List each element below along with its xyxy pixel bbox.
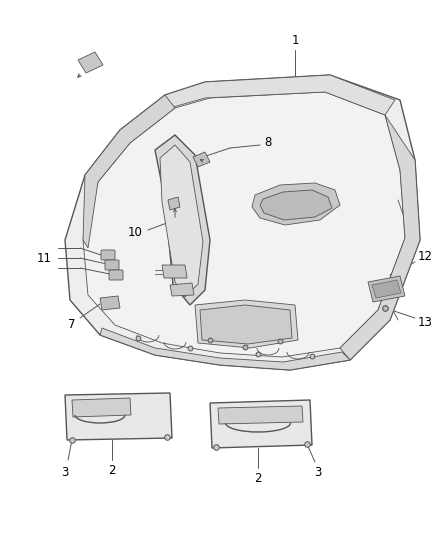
Polygon shape: [195, 300, 298, 348]
Polygon shape: [72, 398, 131, 417]
Text: 10: 10: [127, 225, 142, 238]
Polygon shape: [83, 92, 405, 357]
FancyBboxPatch shape: [101, 250, 115, 260]
Polygon shape: [65, 393, 172, 440]
Polygon shape: [260, 190, 332, 220]
Polygon shape: [160, 145, 203, 297]
Polygon shape: [100, 296, 120, 310]
Polygon shape: [83, 95, 175, 248]
Polygon shape: [100, 328, 350, 370]
Text: 13: 13: [417, 316, 432, 328]
FancyBboxPatch shape: [105, 260, 119, 270]
Polygon shape: [165, 75, 395, 115]
Text: 12: 12: [417, 251, 432, 263]
Polygon shape: [168, 197, 180, 210]
Polygon shape: [162, 265, 187, 278]
Polygon shape: [252, 183, 340, 225]
Text: 7: 7: [68, 318, 76, 330]
Polygon shape: [193, 152, 210, 167]
Text: 2: 2: [108, 464, 116, 477]
Polygon shape: [170, 283, 194, 296]
Polygon shape: [372, 280, 401, 298]
Polygon shape: [65, 75, 420, 370]
Text: 2: 2: [254, 472, 262, 484]
Text: 11: 11: [36, 252, 52, 264]
FancyBboxPatch shape: [109, 270, 123, 280]
Text: 3: 3: [61, 465, 69, 479]
Polygon shape: [218, 406, 303, 424]
Polygon shape: [368, 276, 405, 302]
Text: 3: 3: [314, 465, 321, 479]
Polygon shape: [210, 400, 312, 448]
Text: 8: 8: [264, 136, 272, 149]
Polygon shape: [78, 52, 103, 73]
Polygon shape: [340, 115, 420, 360]
Polygon shape: [155, 135, 210, 305]
Polygon shape: [200, 305, 292, 344]
Text: 1: 1: [291, 34, 299, 46]
